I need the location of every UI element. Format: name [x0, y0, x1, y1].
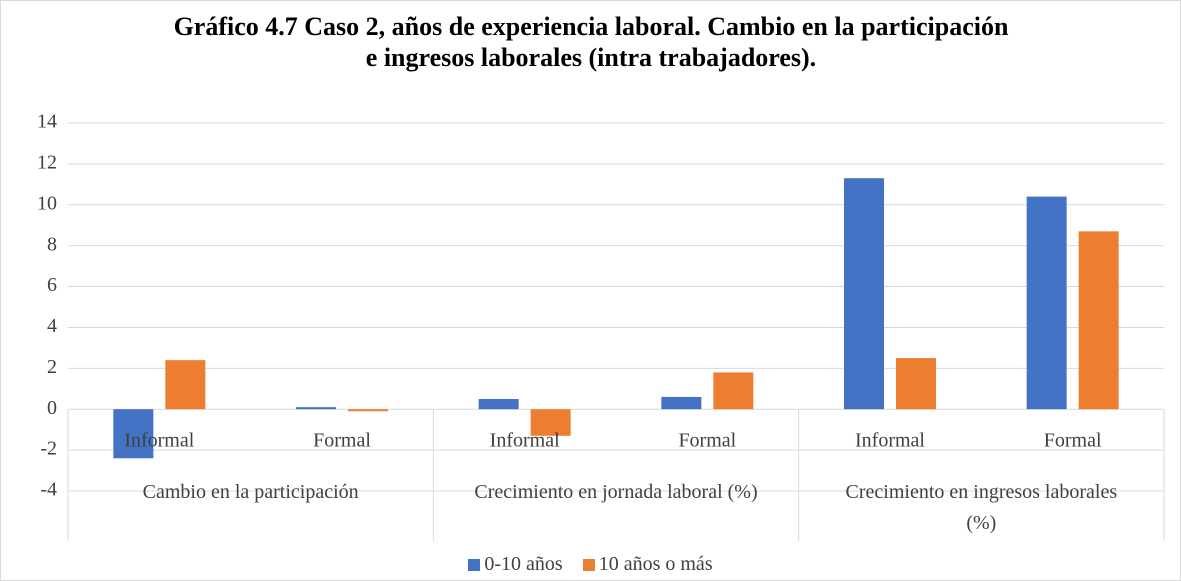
y-tick-label: 2 [47, 356, 57, 378]
legend-item: 10 años o más [582, 553, 713, 576]
legend-label: 10 años o más [598, 553, 713, 575]
bar [348, 409, 388, 412]
x-tick-label: Informal [124, 430, 194, 452]
x-tick-label: Formal [1044, 430, 1102, 452]
x-tick-label: Formal [678, 430, 736, 452]
bar [296, 407, 336, 410]
x-tick-label: Informal [490, 430, 560, 452]
y-tick-label: 12 [37, 151, 57, 173]
group-label: Cambio en la participación [142, 481, 359, 503]
y-tick-label: 14 [37, 111, 57, 133]
bar [165, 360, 206, 410]
y-tick-label: 8 [47, 233, 57, 255]
y-tick-label: 6 [47, 274, 57, 296]
group-label: Crecimiento en ingresos laborales (%) [845, 481, 1118, 534]
legend-item: 0-10 años [468, 553, 563, 576]
y-tick-label: -4 [40, 479, 57, 501]
group-label: Crecimiento en jornada laboral (%) [474, 481, 758, 503]
chart-title: Gráfico 4.7 Caso 2, años de experiencia … [173, 12, 1009, 72]
bar [713, 372, 754, 410]
bar [844, 178, 884, 410]
bar [113, 409, 154, 459]
bar [896, 358, 936, 410]
y-tick-label: -2 [40, 438, 57, 460]
bar [478, 399, 519, 410]
x-tick-label: Informal [855, 430, 925, 452]
y-tick-label: 4 [47, 315, 57, 337]
x-tick-label: Formal [313, 430, 371, 452]
bar [530, 409, 571, 436]
bar [661, 396, 702, 410]
legend-swatch [582, 558, 595, 571]
legend-label: 0-10 años [484, 553, 563, 575]
y-tick-label: 0 [47, 397, 57, 419]
bar [1078, 231, 1119, 410]
legend: 0-10 años 10 años o más [1, 553, 1180, 576]
legend-swatch [468, 558, 481, 571]
y-tick-label: 10 [37, 192, 57, 214]
bar [1026, 196, 1067, 410]
